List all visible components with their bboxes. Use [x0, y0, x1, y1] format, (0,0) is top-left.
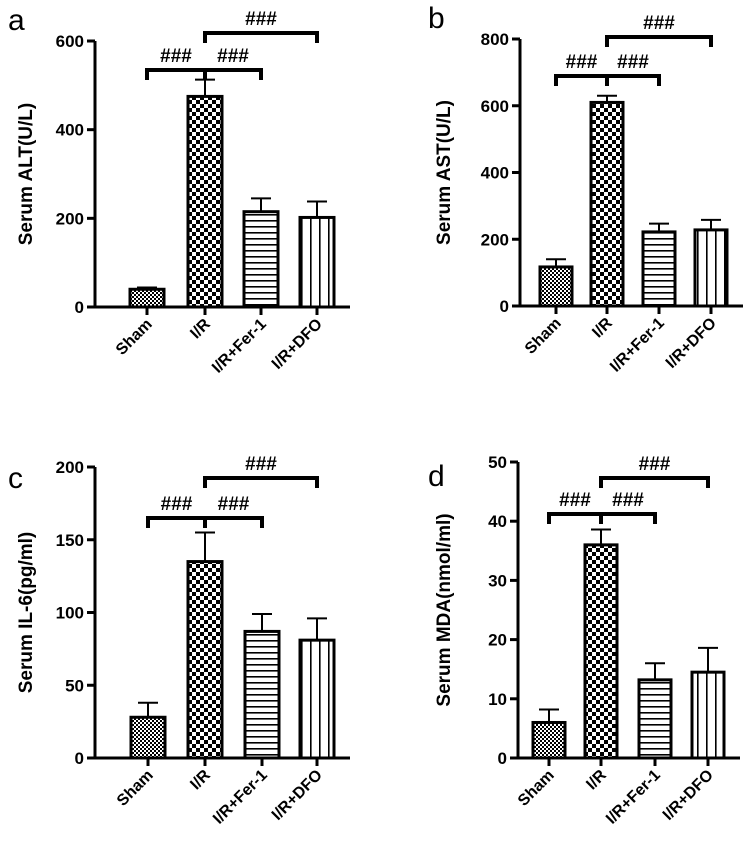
panel-letter: d — [428, 460, 445, 493]
significance-label: ### — [566, 52, 598, 73]
x-category-label: I/R — [187, 315, 214, 342]
x-category-label: I/R+DFO — [269, 767, 326, 824]
y-tick-label: 800 — [481, 30, 509, 49]
y-tick-label: 0 — [75, 749, 84, 768]
y-tick-label: 30 — [488, 571, 507, 590]
x-category-label: I/R — [583, 766, 610, 793]
significance-bracket — [605, 35, 713, 47]
y-tick-label: 0 — [498, 749, 507, 768]
bar-I/R+Fer-1 — [641, 230, 677, 308]
x-category-label: I/R+Fer-1 — [603, 767, 664, 828]
x-category-label: Sham — [515, 767, 558, 810]
bar-I/R+DFO — [690, 670, 726, 760]
bar-I/R+DFO — [298, 215, 336, 309]
significance-label: ### — [617, 52, 649, 73]
significance-bracket — [547, 512, 603, 524]
x-category-label: I/R+DFO — [660, 767, 717, 824]
significance-bracket — [203, 31, 319, 43]
bar-I/R+DFO — [298, 638, 336, 760]
x-category-label: I/R+Fer-1 — [209, 316, 270, 377]
x-category-label: Sham — [113, 316, 156, 359]
significance-label: ### — [245, 9, 277, 30]
y-tick-label: 600 — [56, 32, 84, 51]
y-tick-label: 600 — [481, 97, 509, 116]
y-tick-label: 0 — [500, 297, 509, 316]
y-tick-label: 200 — [56, 209, 84, 228]
y-tick-label: 100 — [56, 604, 84, 623]
significance-bracket — [554, 74, 609, 86]
y-tick-label: 50 — [488, 453, 507, 472]
panel-letter: c — [8, 462, 23, 495]
significance-label: ### — [643, 13, 675, 34]
significance-bracket — [145, 68, 207, 80]
significance-label: ### — [160, 46, 192, 67]
y-tick-label: 150 — [56, 531, 84, 550]
significance-bracket — [203, 68, 263, 80]
bar-I/R — [583, 543, 619, 760]
x-category-label: I/R — [187, 766, 214, 793]
bar-Sham — [129, 715, 167, 760]
panel-a: a Serum ALT(U/L) 0 200 400 600 Sham I/RI/R+Fer-… — [8, 4, 350, 377]
significance-bracket — [605, 74, 661, 86]
x-category-label: I/R+Fer-1 — [210, 767, 271, 828]
x-category-label: Sham — [114, 767, 157, 810]
y-tick-label: 200 — [481, 230, 509, 249]
x-category-label: Sham — [522, 315, 565, 358]
bar-Sham — [128, 287, 166, 309]
bar-I/R+DFO — [693, 228, 729, 308]
y-tick-label: 10 — [488, 690, 507, 709]
y-axis-label: Serum MDA(nmol/ml) — [434, 513, 455, 706]
y-tick-label: 400 — [481, 164, 509, 183]
significance-label: ### — [559, 490, 591, 511]
y-axis-label: Serum ALT(U/L) — [16, 103, 37, 246]
significance-bracket — [203, 516, 264, 528]
significance-label: ### — [218, 494, 250, 515]
y-tick-label: 0 — [75, 298, 84, 317]
panel-letter: a — [8, 4, 25, 37]
bar-I/R — [186, 560, 224, 760]
significance-label: ### — [245, 454, 277, 475]
bar-I/R — [589, 100, 625, 308]
significance-bracket — [203, 476, 319, 488]
bar-Sham — [538, 265, 574, 308]
y-tick-label: 40 — [488, 512, 507, 531]
significance-bracket — [599, 476, 710, 488]
bar-I/R+Fer-1 — [637, 678, 673, 760]
panel-b: b Serum AST(U/L) 0 200 400 600 800 Sham I/RI/R+F… — [428, 2, 743, 376]
significance-label: ### — [217, 46, 249, 67]
bar-I/R — [186, 94, 224, 309]
bar-Sham — [531, 720, 567, 760]
y-axis-label: Serum AST(U/L) — [434, 100, 455, 245]
x-category-label: I/R+DFO — [269, 316, 326, 373]
y-tick-label: 20 — [488, 631, 507, 650]
bar-I/R+Fer-1 — [242, 210, 280, 309]
significance-bracket — [146, 516, 207, 528]
y-tick-label: 50 — [65, 676, 84, 695]
panel-letter: b — [428, 2, 445, 35]
y-tick-label: 200 — [56, 458, 84, 477]
significance-bracket — [599, 512, 657, 524]
x-category-label: I/R — [589, 314, 616, 341]
x-category-label: I/R+DFO — [663, 315, 720, 372]
y-axis-label: Serum IL-6(pg/ml) — [16, 532, 37, 694]
significance-label: ### — [639, 454, 671, 475]
y-tick-label: 400 — [56, 121, 84, 140]
x-category-label: I/R+Fer-1 — [607, 315, 668, 376]
bar-I/R+Fer-1 — [243, 629, 281, 760]
significance-label: ### — [612, 490, 644, 511]
significance-label: ### — [161, 494, 193, 515]
